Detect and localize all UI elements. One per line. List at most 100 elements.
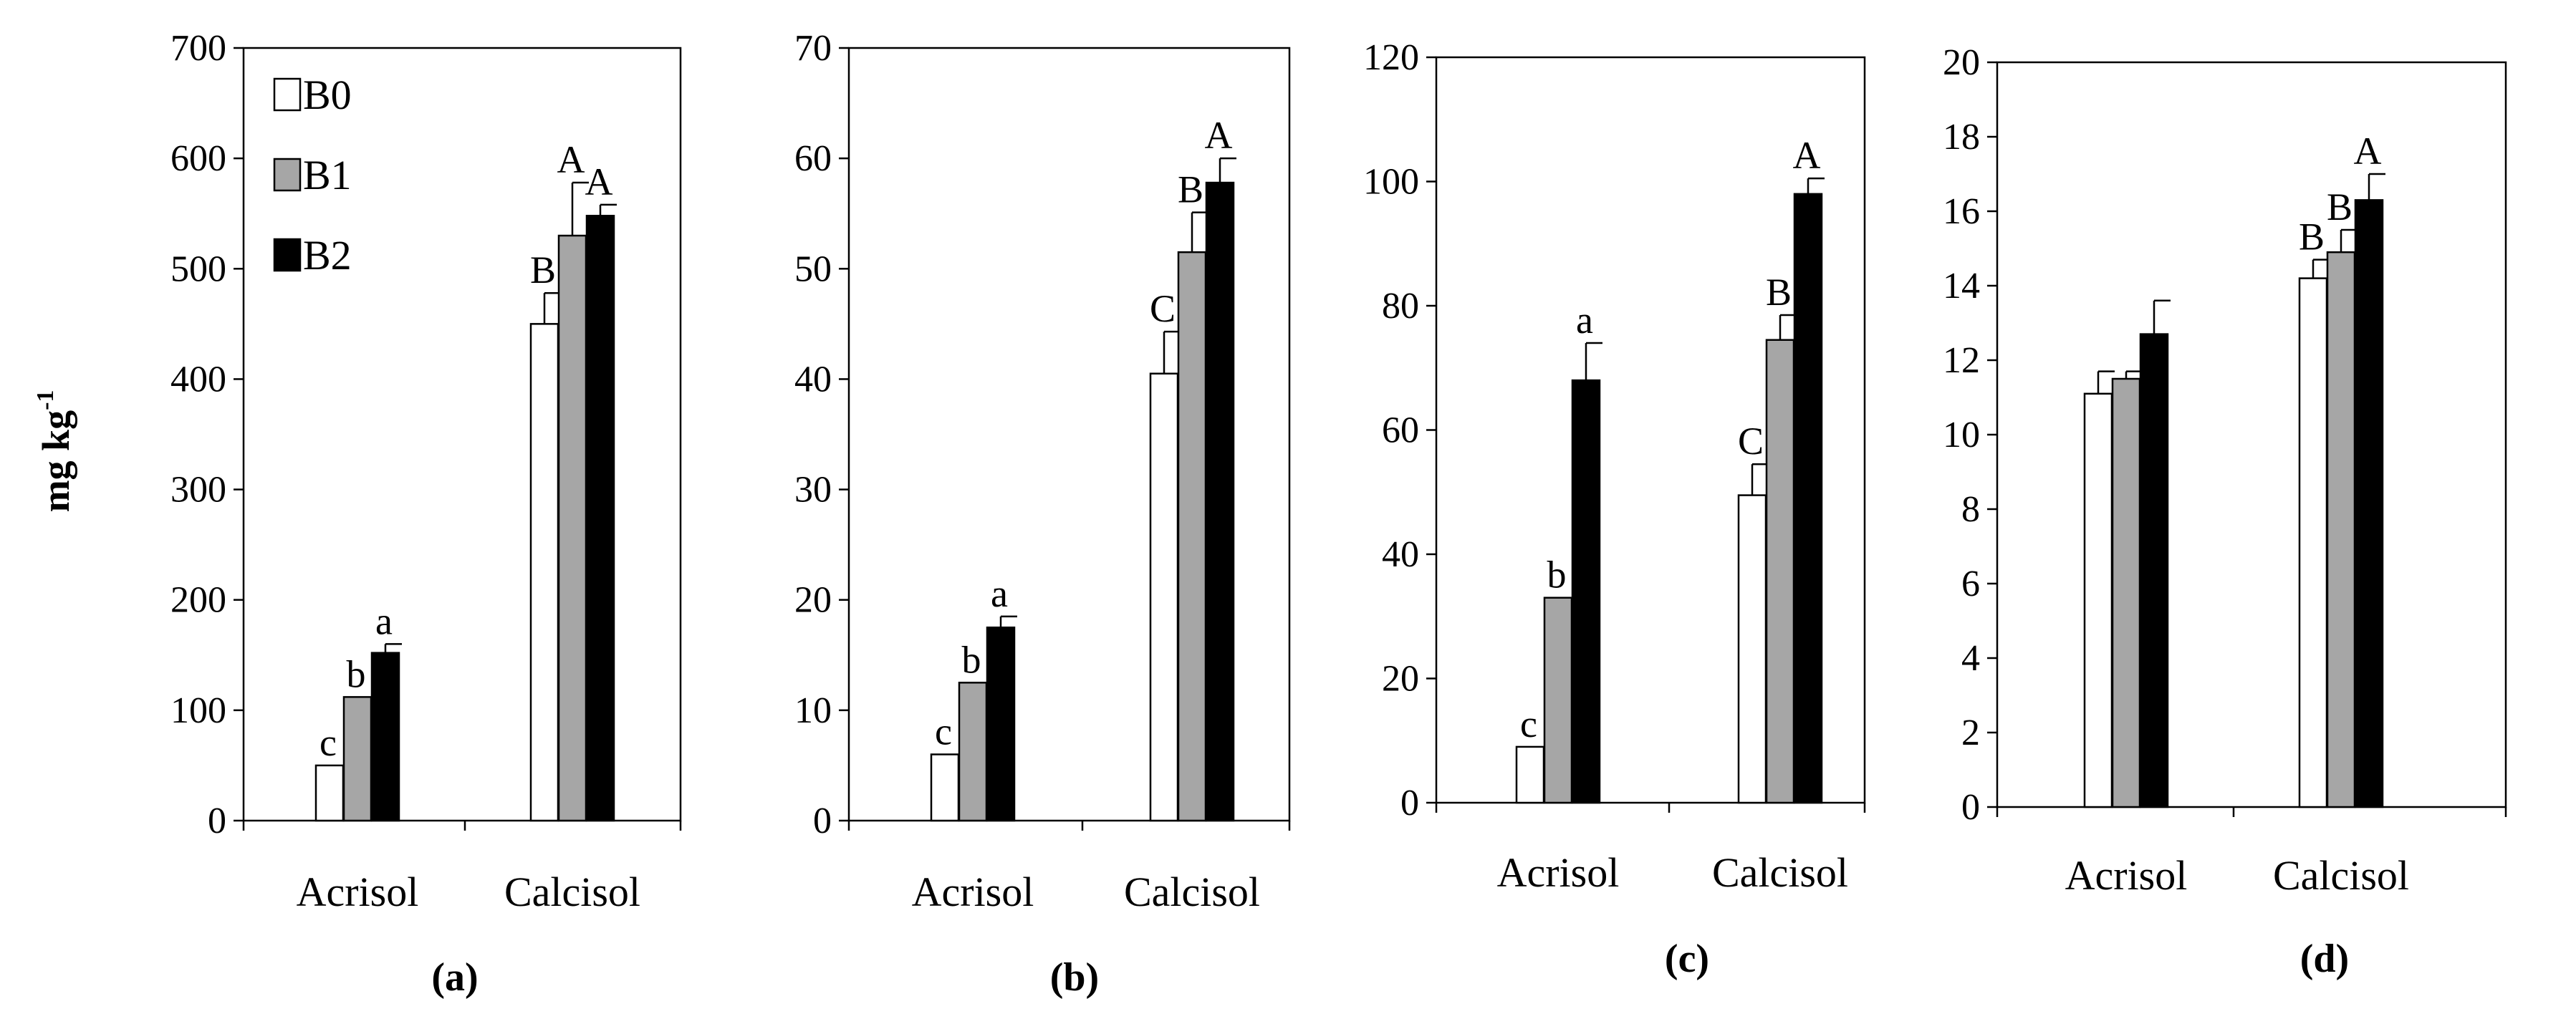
y-tick-label: 20 — [1943, 42, 1980, 83]
bar-b2 — [1793, 193, 1823, 804]
bar-b0 — [1515, 745, 1545, 804]
bar-b1 — [2326, 251, 2356, 808]
y-tick-label: 30 — [794, 470, 832, 511]
y-axis-title: mg kg-1 — [32, 390, 77, 513]
y-tick-label: 2 — [1961, 712, 1980, 753]
significance-letter: B — [530, 248, 556, 291]
plot-frame — [1996, 61, 2507, 808]
significance-letter: C — [1738, 420, 1764, 463]
bar-b0 — [2083, 392, 2113, 808]
category-label: Calcisol — [1712, 849, 1848, 896]
legend-swatch-b1 — [273, 158, 302, 192]
panel-c: 0 20 40 60 80 100 120 c b a Acrisol C B A Calcisol(c) — [1363, 37, 1866, 981]
panel-b: 0 10 20 30 40 50 60 70 cba Acrisol C BA Calcisol (b) — [794, 28, 1291, 1000]
y-tick-label: 18 — [1943, 117, 1980, 158]
bar-b0 — [1149, 372, 1179, 822]
legend-label: B1 — [303, 152, 352, 198]
significance-letter: b — [347, 652, 366, 695]
category-label: Calcisol — [2273, 852, 2409, 899]
y-tick-label: 60 — [794, 138, 832, 179]
significance-letter: a — [1576, 299, 1593, 342]
y-tick-label: 70 — [794, 28, 832, 69]
significance-letter: B — [2299, 216, 2325, 259]
significance-letter: A — [1205, 114, 1233, 157]
category-label: Acrisol — [1497, 849, 1620, 896]
bar-b0 — [314, 764, 345, 822]
y-axis-title-superscript: -1 — [32, 390, 59, 410]
y-tick-label: 0 — [1400, 783, 1419, 823]
y-tick-label: 6 — [1961, 564, 1980, 604]
significance-letter: a — [991, 572, 1008, 615]
significance-letter: a — [375, 599, 393, 642]
y-tick-label: 10 — [1943, 415, 1980, 455]
category-label: Calcisol — [504, 869, 640, 915]
bar-b2 — [986, 627, 1016, 822]
y-tick-label: 0 — [208, 801, 226, 841]
y-tick-label: 600 — [170, 138, 226, 179]
panel-caption: (d) — [2300, 937, 2349, 981]
legend: B0 B1 B2 — [273, 72, 352, 279]
y-tick-label: 0 — [1961, 787, 1980, 828]
legend-swatch-b2 — [273, 238, 302, 272]
significance-letter: b — [1547, 554, 1567, 596]
bar-b1 — [557, 234, 587, 822]
plot-frame — [847, 47, 1291, 822]
y-tick-label: 12 — [1943, 340, 1980, 381]
y-tick-label: 100 — [170, 690, 226, 731]
bar-b1 — [1765, 339, 1795, 804]
significance-letter: C — [1150, 287, 1176, 330]
significance-letter: c — [935, 710, 952, 753]
y-tick-label: 100 — [1363, 162, 1419, 203]
panel-a: 0 100 200 300 400 500 600 700 cba Acrisol B AA Calci… — [170, 28, 682, 1000]
bar-b0 — [2298, 277, 2328, 808]
bar-b0 — [930, 753, 960, 822]
bar-b0 — [529, 323, 559, 822]
significance-letter: A — [585, 160, 613, 203]
plot-frame — [242, 47, 682, 822]
y-tick-label: 14 — [1943, 266, 1980, 306]
legend-label: B0 — [303, 72, 352, 118]
y-tick-label: 60 — [1382, 410, 1419, 451]
y-tick-label: 20 — [794, 580, 832, 621]
bar-b2 — [2139, 333, 2169, 808]
y-tick-label: 40 — [1382, 534, 1419, 575]
legend-label: B2 — [303, 232, 352, 279]
y-tick-label: 400 — [170, 359, 226, 400]
significance-letter: B — [1766, 271, 1792, 314]
y-tick-label: 200 — [170, 580, 226, 621]
y-tick-label: 0 — [813, 801, 832, 841]
y-tick-label: 500 — [170, 248, 226, 289]
y-tick-label: 700 — [170, 28, 226, 69]
bar-b1 — [958, 682, 988, 822]
significance-letter: c — [1520, 702, 1537, 745]
significance-letter: A — [1793, 134, 1821, 177]
category-label: Acrisol — [297, 869, 419, 915]
y-tick-label: 4 — [1961, 638, 1980, 679]
y-tick-label: 50 — [794, 248, 832, 289]
significance-letter: A — [557, 138, 585, 181]
y-tick-label: 120 — [1363, 37, 1419, 78]
significance-letter: b — [962, 638, 981, 681]
bar-b1 — [342, 696, 373, 822]
significance-letter: A — [2354, 130, 2382, 173]
category-label: Calcisol — [1124, 869, 1260, 915]
y-tick-label: 20 — [1382, 659, 1419, 700]
panel-caption: (c) — [1665, 937, 1709, 981]
bar-b2 — [370, 652, 400, 822]
category-label: Acrisol — [2065, 852, 2188, 899]
y-tick-label: 40 — [794, 359, 832, 400]
y-tick-label: 8 — [1961, 489, 1980, 530]
y-axis-title-text: mg kg — [34, 410, 77, 513]
y-tick-label: 300 — [170, 470, 226, 511]
bar-b1 — [1177, 251, 1207, 822]
svg-text:mg kg-1: mg kg-1 — [32, 390, 77, 513]
bar-b2 — [1205, 181, 1235, 822]
bar-b2 — [2354, 199, 2384, 808]
legend-swatch-b0 — [273, 77, 302, 112]
panel-d: 0 2 4 6 8 10 12 14 16 18 20 Acrisol BBA Calcisol (d) — [1943, 42, 2507, 981]
bar-b1 — [2111, 377, 2141, 808]
category-label: Acrisol — [912, 869, 1034, 915]
significance-letter: B — [1178, 168, 1203, 211]
bar-b2 — [585, 215, 615, 822]
